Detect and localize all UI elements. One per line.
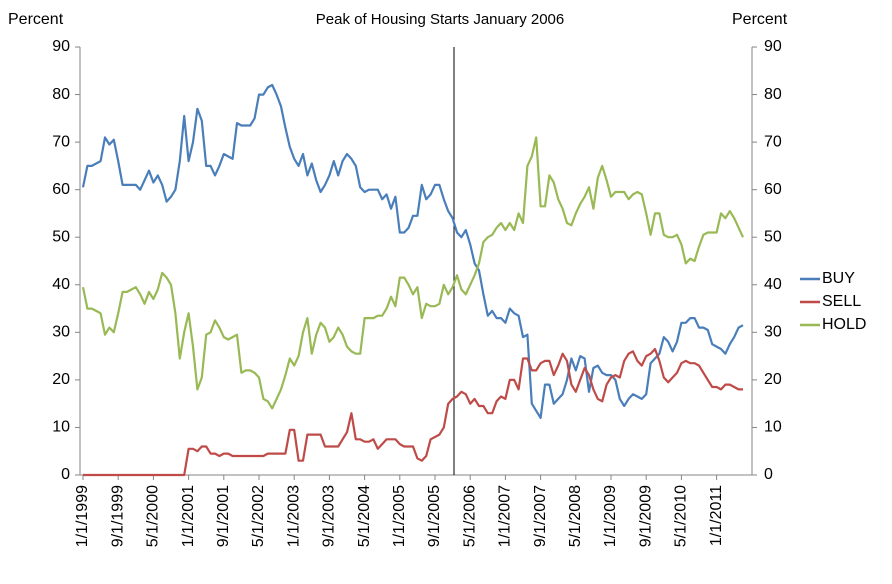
series-line bbox=[81, 136, 744, 410]
y2-tick-label: 80 bbox=[764, 86, 782, 103]
y2-tick-label: 20 bbox=[764, 371, 782, 388]
y2-tick-label: 40 bbox=[764, 276, 782, 293]
y-tick-label: 90 bbox=[52, 38, 70, 55]
y2-tick-label: 0 bbox=[764, 466, 773, 483]
x-tick-label: 9/1/2005 bbox=[426, 485, 443, 547]
y2-tick-label: 60 bbox=[764, 181, 782, 198]
y2-tick-label: 50 bbox=[764, 228, 782, 245]
y2-tick-label: 30 bbox=[764, 324, 782, 341]
x-tick-label: 1/1/2003 bbox=[285, 485, 302, 547]
legend-label: BUY bbox=[822, 270, 855, 287]
x-tick-label: 1/1/2005 bbox=[391, 485, 408, 547]
legend-label: HOLD bbox=[822, 316, 866, 333]
x-tick-label: 9/1/2009 bbox=[637, 485, 654, 547]
y-tick-label: 60 bbox=[52, 181, 70, 198]
x-tick-label: 5/1/2008 bbox=[567, 485, 584, 547]
y-tick-label: 30 bbox=[52, 324, 70, 341]
y-tick-label: 0 bbox=[61, 466, 70, 483]
x-tick-label: 9/1/1999 bbox=[109, 485, 126, 547]
series-line bbox=[81, 83, 744, 419]
x-tick-label: 5/1/2010 bbox=[673, 485, 690, 547]
y2-axis-label: Percent bbox=[732, 11, 788, 28]
x-tick-label: 9/1/2007 bbox=[532, 485, 549, 547]
y-tick-label: 20 bbox=[52, 371, 70, 388]
x-tick-label: 1/1/2011 bbox=[708, 485, 725, 546]
x-tick-label: 9/1/2003 bbox=[321, 485, 338, 547]
y-tick-label: 10 bbox=[52, 419, 70, 436]
x-tick-label: 5/1/2002 bbox=[250, 485, 267, 547]
x-tick-label: 9/1/2001 bbox=[215, 485, 232, 547]
y2-tick-label: 10 bbox=[764, 419, 782, 436]
x-tick-label: 1/1/2007 bbox=[497, 485, 514, 547]
legend-label: SELL bbox=[822, 293, 861, 310]
y-tick-label: 80 bbox=[52, 86, 70, 103]
y2-tick-label: 90 bbox=[764, 38, 782, 55]
y-tick-label: 50 bbox=[52, 228, 70, 245]
series-line bbox=[83, 347, 743, 477]
y2-tick-label: 70 bbox=[764, 133, 782, 150]
chart-title: Peak of Housing Starts January 2006 bbox=[316, 11, 564, 28]
x-tick-label: 5/1/2000 bbox=[145, 485, 162, 547]
x-tick-label: 5/1/2004 bbox=[356, 485, 373, 547]
x-tick-label: 1/1/1999 bbox=[74, 485, 91, 547]
y-axis-label: Percent bbox=[8, 11, 64, 28]
x-tick-label: 1/1/2009 bbox=[602, 485, 619, 547]
x-tick-label: 5/1/2006 bbox=[461, 485, 478, 547]
x-tick-label: 1/1/2001 bbox=[180, 485, 197, 547]
y-tick-label: 70 bbox=[52, 133, 70, 150]
y-tick-label: 40 bbox=[52, 276, 70, 293]
